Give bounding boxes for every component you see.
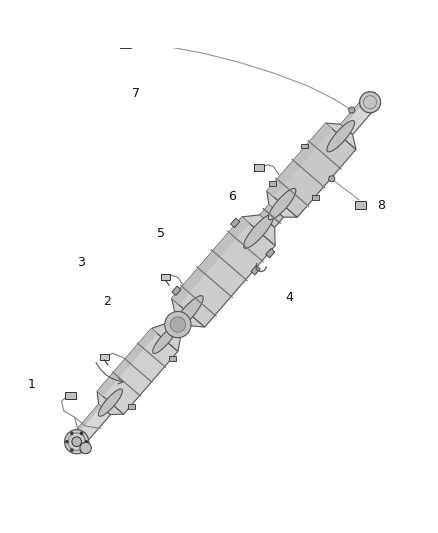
Circle shape	[80, 432, 83, 435]
Polygon shape	[71, 405, 101, 439]
Polygon shape	[172, 217, 250, 305]
Polygon shape	[97, 328, 178, 414]
Ellipse shape	[64, 430, 88, 454]
Ellipse shape	[71, 435, 82, 448]
Polygon shape	[267, 191, 297, 217]
Bar	[268, 181, 276, 185]
Ellipse shape	[268, 189, 296, 220]
Polygon shape	[260, 205, 272, 217]
Ellipse shape	[153, 326, 177, 353]
Bar	[266, 248, 275, 258]
Bar	[172, 286, 181, 295]
Ellipse shape	[365, 96, 375, 108]
Bar	[301, 144, 308, 148]
Bar	[161, 274, 170, 280]
Ellipse shape	[165, 311, 191, 338]
Text: 6: 6	[228, 190, 236, 203]
FancyBboxPatch shape	[65, 392, 76, 399]
Polygon shape	[242, 215, 275, 246]
Bar	[169, 356, 176, 361]
Text: 8: 8	[377, 199, 385, 212]
FancyBboxPatch shape	[355, 201, 366, 209]
Polygon shape	[152, 324, 181, 351]
Polygon shape	[166, 313, 190, 336]
Ellipse shape	[327, 120, 355, 152]
FancyBboxPatch shape	[254, 164, 264, 172]
Ellipse shape	[360, 92, 381, 113]
Text: 5: 5	[157, 227, 165, 240]
Circle shape	[85, 440, 88, 443]
Bar	[251, 265, 260, 275]
Polygon shape	[97, 391, 124, 415]
Text: 3: 3	[77, 256, 85, 269]
Polygon shape	[172, 217, 275, 327]
Ellipse shape	[99, 389, 123, 416]
Ellipse shape	[170, 317, 186, 332]
Bar	[230, 218, 240, 228]
Polygon shape	[260, 205, 283, 228]
Circle shape	[65, 440, 69, 443]
Ellipse shape	[72, 437, 81, 447]
Ellipse shape	[244, 214, 274, 248]
Circle shape	[70, 432, 74, 435]
Polygon shape	[172, 298, 205, 327]
Circle shape	[70, 448, 74, 452]
Polygon shape	[267, 123, 332, 197]
FancyBboxPatch shape	[120, 41, 131, 48]
Bar	[128, 403, 135, 409]
Polygon shape	[71, 405, 110, 447]
Polygon shape	[267, 123, 356, 217]
Text: 7: 7	[132, 87, 140, 100]
Ellipse shape	[173, 296, 203, 330]
Polygon shape	[166, 313, 178, 326]
Polygon shape	[341, 97, 376, 134]
Circle shape	[349, 107, 355, 113]
Text: 4: 4	[285, 290, 293, 304]
Polygon shape	[341, 97, 367, 126]
Polygon shape	[325, 123, 356, 149]
Bar	[100, 354, 109, 360]
Circle shape	[80, 448, 83, 452]
Text: 2: 2	[103, 295, 111, 308]
Circle shape	[80, 442, 92, 454]
Bar	[312, 195, 319, 200]
Text: 1: 1	[28, 378, 35, 391]
Circle shape	[328, 176, 335, 182]
Polygon shape	[97, 328, 157, 397]
